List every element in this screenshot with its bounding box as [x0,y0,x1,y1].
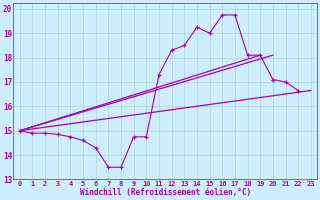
X-axis label: Windchill (Refroidissement éolien,°C): Windchill (Refroidissement éolien,°C) [80,188,251,197]
